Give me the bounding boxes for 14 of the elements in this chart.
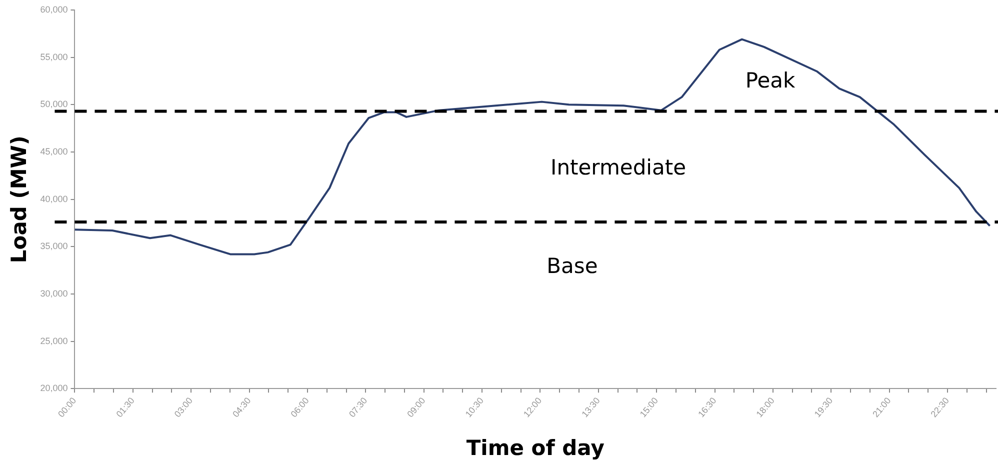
y-tick-label: 60,000 [40,4,68,14]
y-tick-label: 40,000 [40,194,68,204]
y-axis-title: Load (MW) [7,136,32,264]
x-axis-title: Time of day [466,436,605,460]
y-tick-label: 25,000 [40,336,68,346]
y-tick-label: 45,000 [40,146,68,156]
y-tick-label: 30,000 [40,288,68,298]
y-tick-label: 55,000 [40,52,68,62]
y-tick-label: 50,000 [40,99,68,110]
annotation: Peak [745,68,796,92]
annotation: Base [546,254,598,278]
y-tick-label: 20,000 [40,383,68,394]
annotation: Intermediate [550,155,686,180]
y-tick-label: 35,000 [40,241,68,252]
